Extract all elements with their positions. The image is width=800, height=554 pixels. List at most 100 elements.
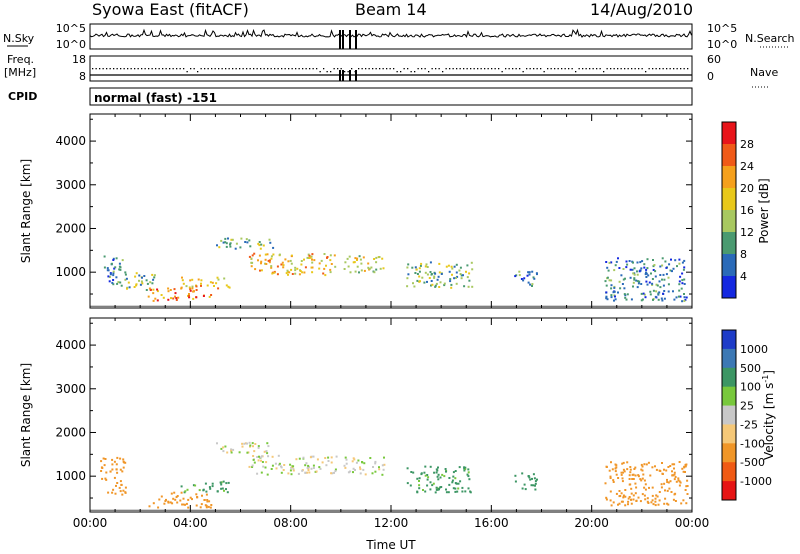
echo-cell	[606, 298, 609, 301]
echo-cell	[195, 285, 198, 288]
echo-cell	[252, 458, 255, 461]
echo-cell	[107, 491, 110, 494]
echo-cell	[651, 494, 654, 497]
echo-cell	[207, 505, 210, 508]
echo-cell	[684, 465, 687, 468]
echo-cell	[244, 241, 247, 243]
echo-cell	[289, 259, 292, 262]
echo-cell	[264, 262, 267, 265]
echo-cell	[294, 272, 297, 275]
echo-cell	[250, 261, 253, 264]
echo-cell	[218, 246, 221, 249]
echo-cell	[458, 466, 461, 469]
echo-cell	[120, 483, 123, 486]
echo-cell	[213, 285, 215, 287]
echo-cell	[628, 260, 631, 262]
echo-cell	[200, 282, 202, 285]
freq-dot	[407, 68, 409, 70]
echo-cell	[463, 285, 466, 288]
echo-cell	[439, 281, 442, 284]
echo-cell	[297, 472, 300, 475]
colorbar-segment	[722, 166, 736, 189]
echo-cell	[643, 486, 646, 489]
echo-cell	[188, 296, 191, 299]
echo-cell	[678, 289, 681, 292]
echo-cell	[134, 275, 137, 278]
echo-cell	[116, 471, 119, 474]
echo-cell	[211, 485, 214, 488]
freq-dot	[421, 68, 423, 70]
echo-cell	[640, 463, 643, 466]
echo-cell	[264, 258, 267, 261]
echo-cell	[427, 476, 430, 479]
echo-cell	[631, 478, 634, 480]
echo-cell	[436, 278, 439, 281]
echo-cell	[267, 259, 270, 262]
echo-cell	[471, 285, 474, 288]
freq-dot	[414, 71, 416, 73]
echo-cell	[313, 259, 316, 262]
echo-cell	[276, 273, 279, 276]
nsky-tick-bottom: 10^0	[56, 38, 86, 51]
freq-dot	[361, 68, 363, 70]
echo-cell	[264, 466, 267, 469]
echo-cell	[645, 280, 648, 283]
echo-cell	[113, 460, 116, 463]
echo-cell	[671, 270, 673, 273]
colorbar-segment	[722, 424, 736, 444]
nsky-panel: N.Sky 10^5 10^0 10^5 10^0 N.Search	[3, 22, 795, 51]
echo-cell	[416, 273, 419, 275]
echo-cell	[533, 477, 536, 480]
nsky-label: N.Sky	[3, 32, 35, 45]
freq-dot	[309, 68, 311, 70]
echo-cell	[609, 477, 612, 479]
echo-cell	[605, 291, 608, 294]
echo-cell	[382, 468, 385, 471]
echo-cell	[169, 501, 172, 504]
echo-cell	[532, 473, 535, 476]
x-tick-label: 12:00	[374, 516, 409, 530]
freq-dot	[477, 68, 479, 70]
echo-cell	[656, 495, 659, 498]
echo-cell	[347, 471, 350, 474]
echo-cell	[335, 455, 338, 458]
echo-cell	[424, 271, 427, 274]
echo-cell	[684, 471, 686, 473]
echo-cell	[117, 281, 120, 284]
freq-dot	[379, 68, 381, 70]
echo-cell	[645, 271, 647, 274]
echo-cell	[224, 445, 227, 448]
echo-cell	[127, 281, 130, 284]
echo-cell	[685, 485, 688, 488]
echo-cell	[187, 498, 190, 501]
echo-cell	[636, 280, 639, 283]
echo-cell	[373, 271, 376, 274]
echo-cell	[329, 254, 332, 257]
freq-dot	[123, 68, 125, 70]
echo-cell	[440, 273, 443, 275]
echo-cell	[423, 471, 426, 474]
echo-cell	[604, 280, 607, 283]
echo-cell	[246, 442, 248, 445]
echo-cell	[531, 285, 533, 287]
freq-dot	[438, 68, 440, 70]
echo-cell	[305, 462, 308, 465]
colorbar-segment	[722, 254, 736, 277]
echo-cell	[325, 464, 328, 467]
echo-cell	[527, 475, 530, 478]
echo-cell	[620, 274, 623, 277]
echo-cell	[194, 484, 197, 487]
echo-cell	[275, 467, 278, 470]
echo-cell	[292, 468, 295, 471]
echo-cell	[660, 483, 663, 486]
freq-dot	[596, 68, 598, 70]
echo-cell	[433, 276, 436, 279]
echo-cell	[248, 465, 251, 468]
freq-dot	[582, 68, 584, 70]
echo-cell	[240, 237, 243, 240]
echo-cell	[645, 272, 648, 275]
echo-cell	[424, 490, 427, 493]
echo-cell	[619, 287, 622, 290]
echo-cell	[327, 456, 330, 459]
freq-dot	[186, 71, 188, 73]
